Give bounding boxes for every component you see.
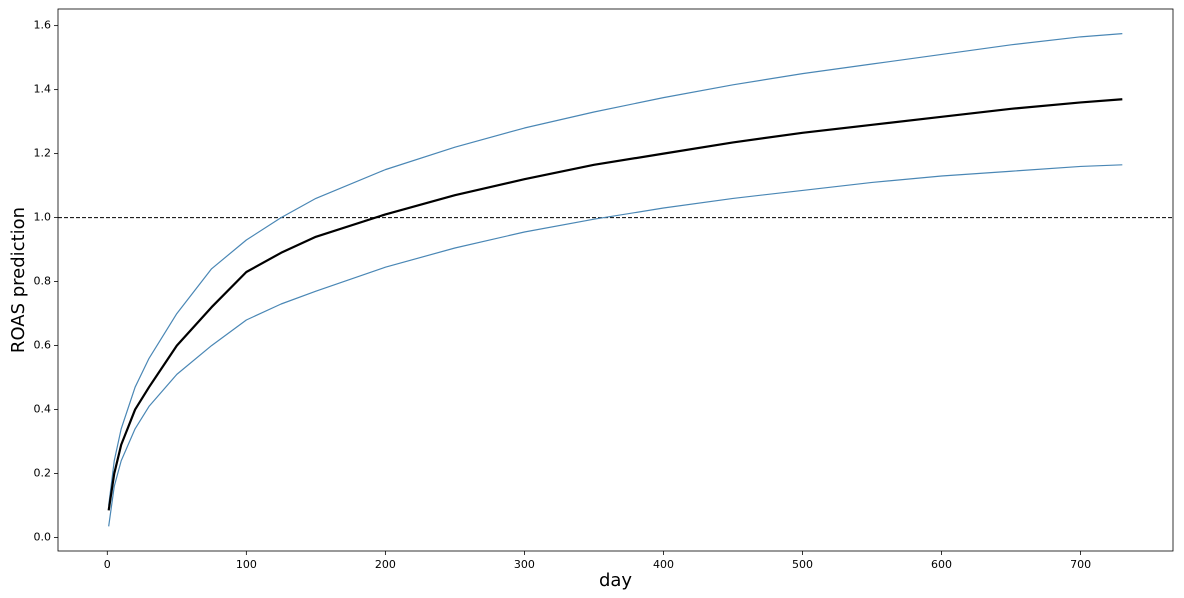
y-axis-title: ROAS prediction (8, 207, 29, 353)
y-tick-label: 0.8 (34, 275, 52, 288)
x-axis-title: day (599, 570, 632, 591)
x-tick-label: 100 (236, 558, 257, 571)
y-tick-label: 0.2 (34, 467, 52, 480)
x-tick-label: 700 (1070, 558, 1091, 571)
plot-area (58, 33, 1173, 527)
series-line (107, 98, 1123, 511)
x-tick-label: 400 (653, 558, 674, 571)
y-tick-label: 0.6 (34, 339, 52, 352)
y-tick-label: 0.4 (34, 403, 52, 416)
x-tick-label: 600 (931, 558, 952, 571)
y-tick-label: 0.0 (34, 531, 52, 544)
x-tick-label: 300 (514, 558, 535, 571)
x-tick-label: 0 (104, 558, 111, 571)
series-line (108, 33, 1123, 506)
y-tick-label: 1.4 (34, 83, 52, 96)
y-tick-label: 1.6 (34, 19, 52, 32)
x-tick-label: 500 (792, 558, 813, 571)
series-line (108, 164, 1123, 527)
y-tick-label: 1.2 (34, 147, 52, 160)
y-tick-label: 1.0 (34, 211, 52, 224)
plot-frame (57, 8, 1174, 552)
x-tick-label: 200 (375, 558, 396, 571)
